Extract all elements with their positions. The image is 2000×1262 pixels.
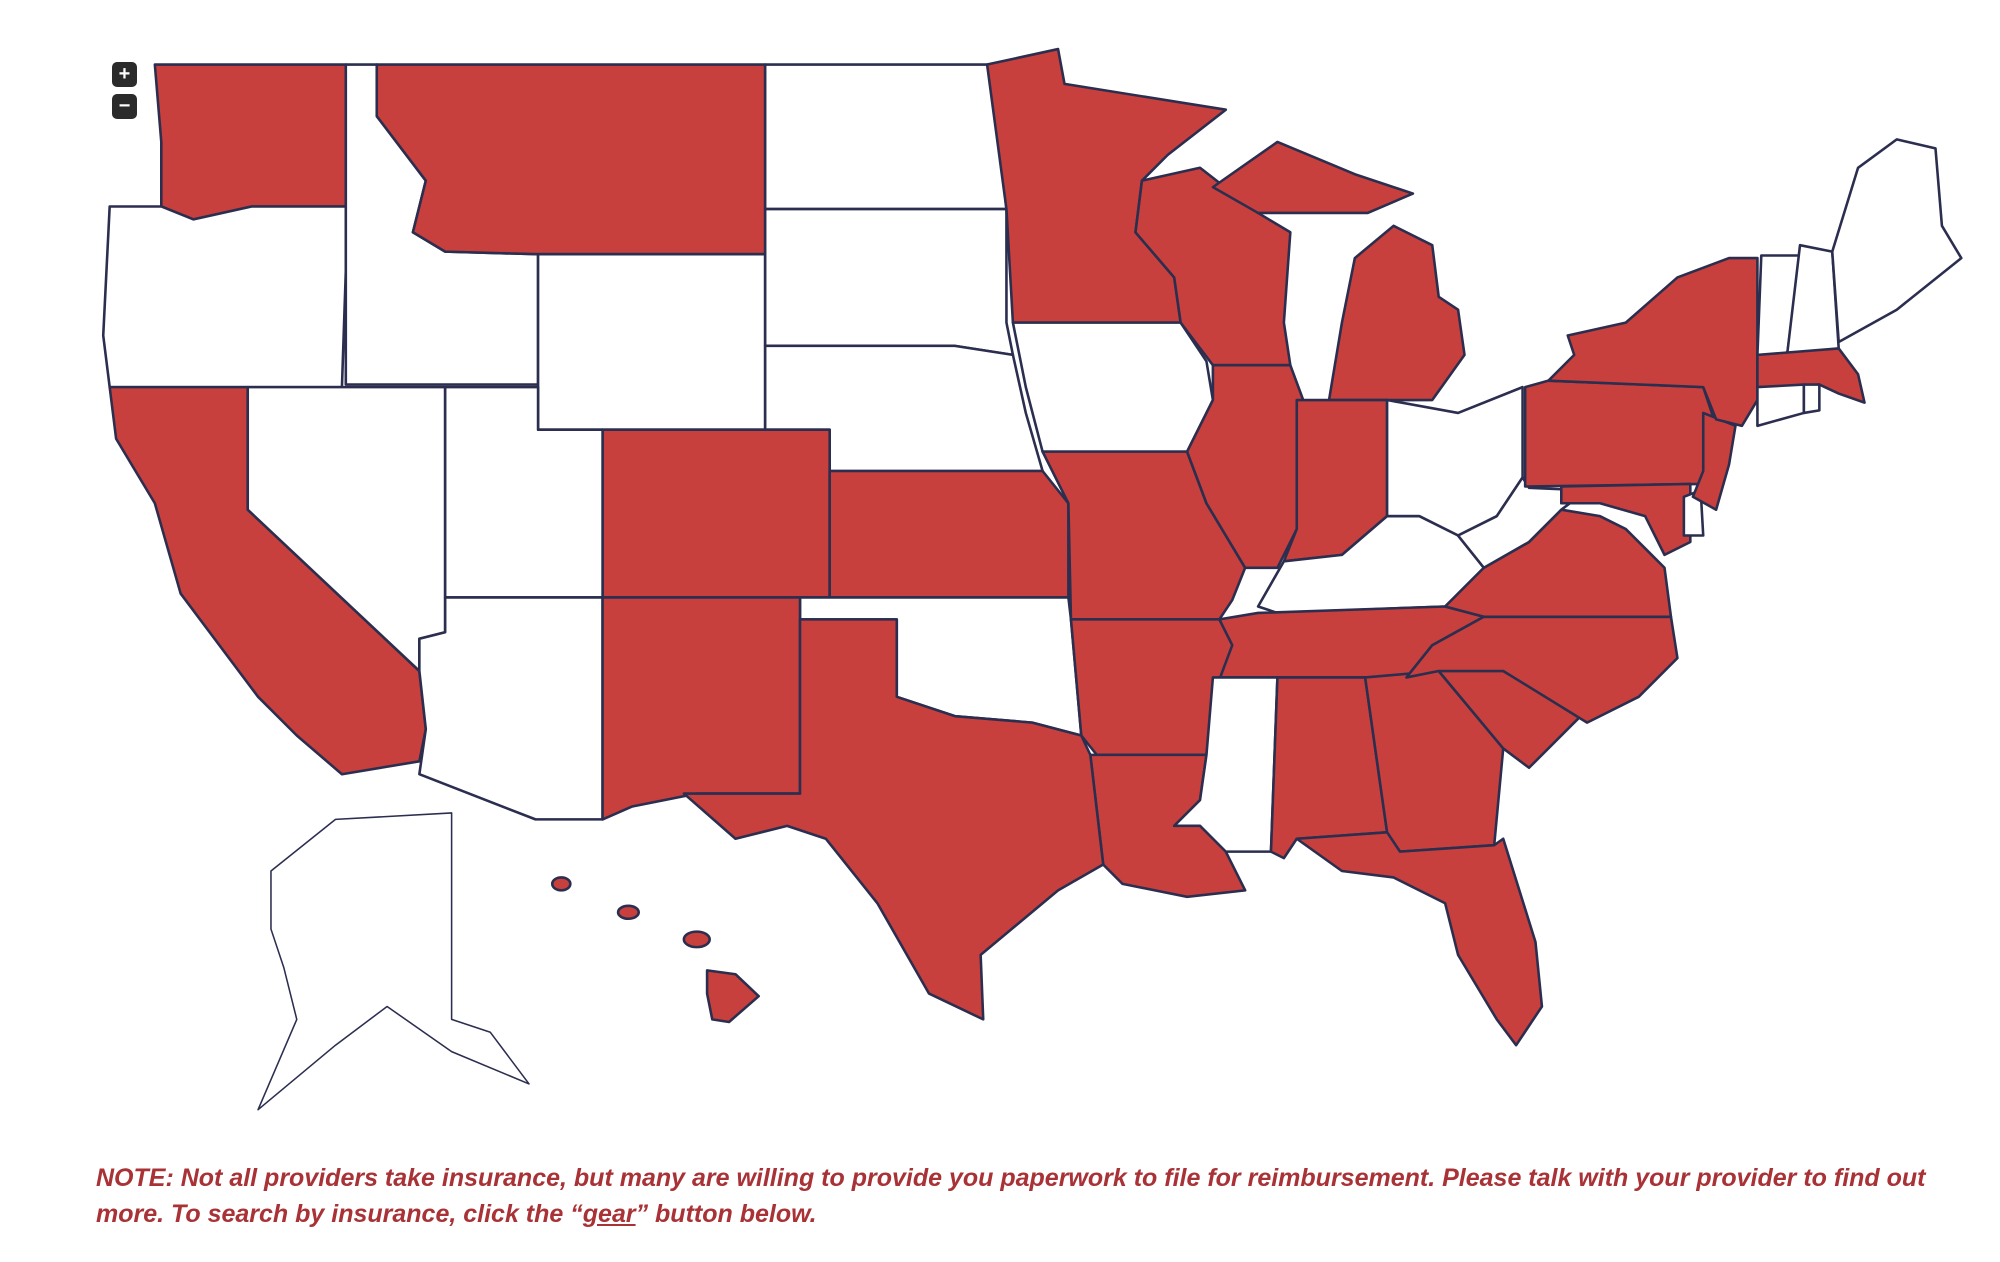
state[interactable]	[536, 252, 767, 431]
state[interactable]	[601, 596, 802, 821]
state[interactable]	[763, 207, 1015, 357]
state[interactable]	[101, 205, 348, 389]
state[interactable]	[1691, 411, 1737, 511]
zoom-in-button[interactable]: +	[112, 62, 137, 87]
state[interactable]	[1756, 383, 1806, 428]
zoom-out-button[interactable]: −	[112, 94, 137, 119]
state[interactable]	[1011, 321, 1215, 453]
state[interactable]	[828, 469, 1070, 599]
state[interactable]	[1185, 363, 1305, 570]
state[interactable]	[1547, 256, 1759, 428]
state[interactable]	[1211, 140, 1415, 215]
state[interactable]	[682, 930, 711, 949]
state[interactable]	[1802, 383, 1821, 415]
state[interactable]	[418, 596, 604, 821]
state[interactable]	[375, 63, 767, 256]
state[interactable]	[1405, 615, 1679, 724]
gear-link[interactable]: gear	[582, 1200, 636, 1228]
note-text: NOTE: Not all providers take insurance, …	[96, 1164, 1926, 1228]
state[interactable]	[1327, 224, 1466, 402]
note-text-end: ” button below.	[635, 1200, 817, 1228]
state[interactable]	[616, 904, 640, 921]
state[interactable]	[1830, 138, 1963, 344]
state[interactable]	[1523, 379, 1718, 488]
state[interactable]	[601, 428, 831, 599]
state[interactable]	[1295, 831, 1544, 1047]
state[interactable]	[550, 876, 572, 892]
state[interactable]	[705, 969, 760, 1024]
state[interactable]	[153, 63, 348, 221]
note: NOTE: Not all providers take insurance, …	[96, 1160, 1976, 1232]
state[interactable]	[682, 618, 1105, 1021]
state[interactable]	[763, 63, 1008, 211]
state[interactable]	[257, 812, 530, 1111]
